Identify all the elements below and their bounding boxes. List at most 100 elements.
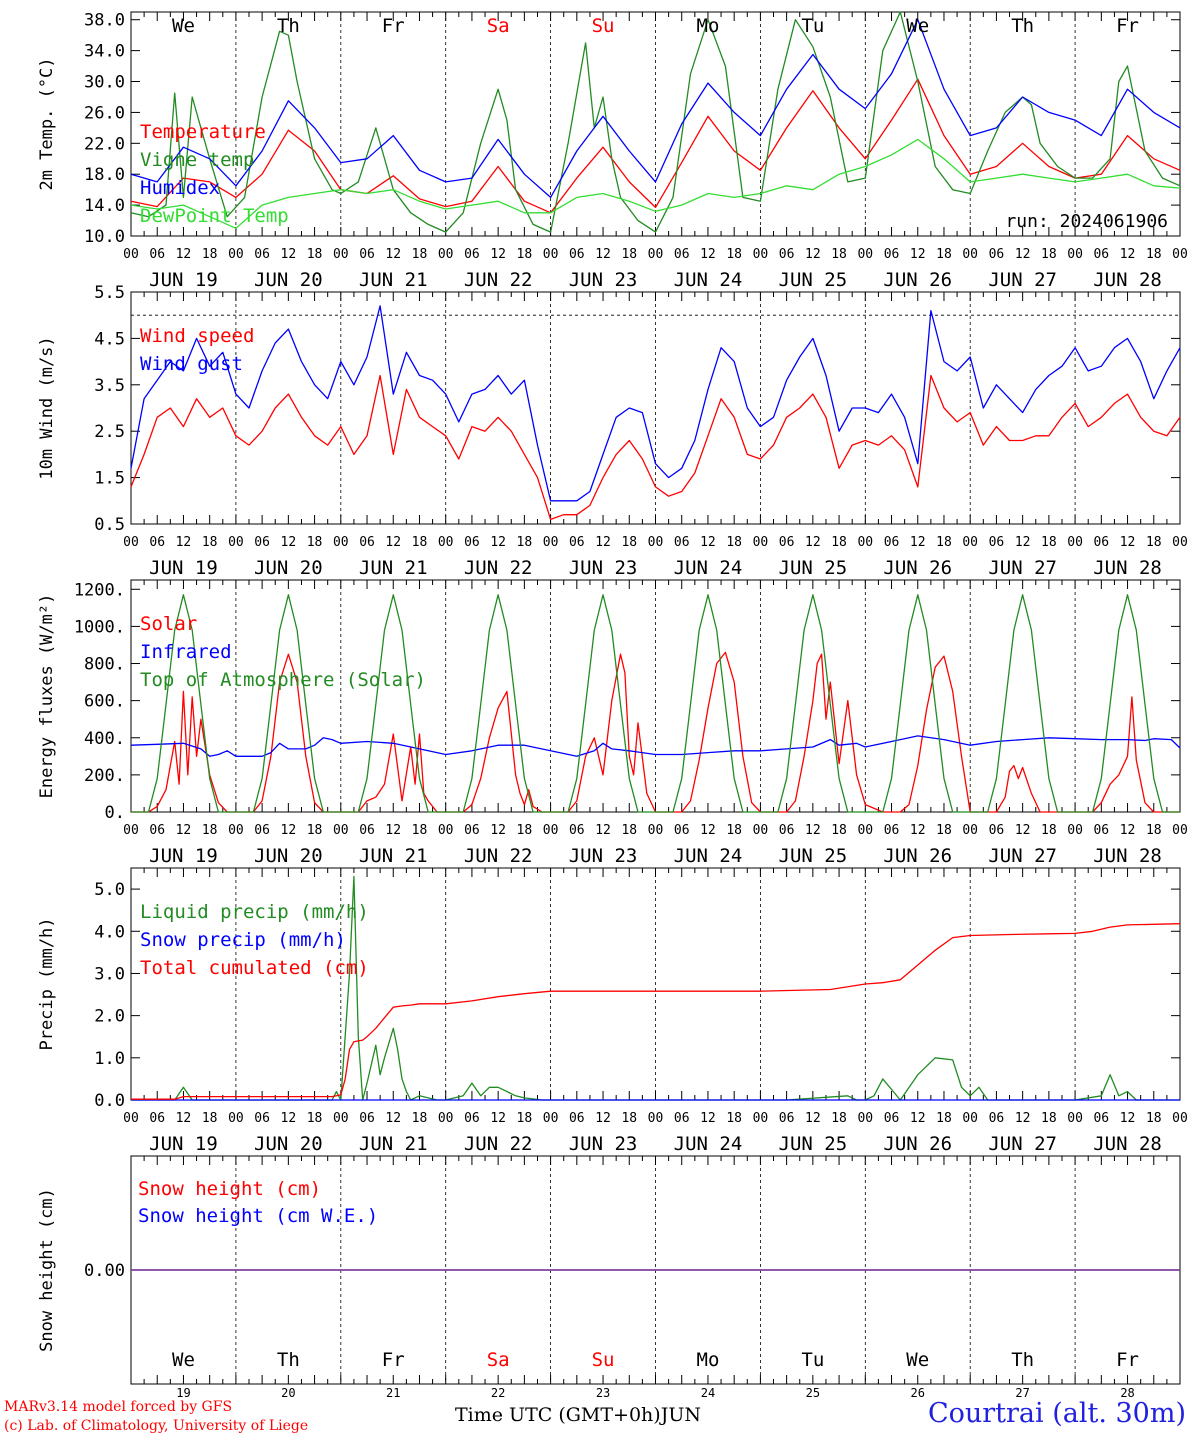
hour-tick-label: 00 [1172,1111,1188,1126]
panel-4: 0.0 1.0 2.0 3.0 4.0 5.0 Precip (mm/h) Liquid pr… [37,867,1188,1155]
hour-tick-label: 00 [228,823,244,838]
hour-tick-label: 12 [700,823,716,838]
hour-tick-label: 06 [779,535,795,550]
date-label: JUN 28 [1093,1133,1162,1155]
date-label: JUN 26 [883,845,952,867]
x-axis-title: Time UTC (GMT+0h)JUN [455,1404,701,1426]
hour-tick-label: 12 [490,535,506,550]
hour-tick-label: 06 [149,247,165,262]
hour-tick-label: 00 [753,1111,769,1126]
hour-tick-label: 00 [333,1111,349,1126]
legend-entry: Liquid precip (mm/h) [140,901,369,923]
hour-tick-label: 12 [1120,1111,1136,1126]
y-axis-label: 2m Temp. (°C) [37,57,57,190]
weekday-label: Fr [382,15,405,37]
hour-tick-label: 18 [831,535,847,550]
y-tick-label: 200. [84,766,125,786]
hour-tick-label: 06 [359,535,375,550]
legend-entry: DewPoint Temp [140,205,289,227]
weekday-label: Fr [1116,1349,1139,1371]
legend-entry: Total cumulated (cm) [140,957,369,979]
hour-tick-label: 06 [254,535,270,550]
y-tick-label: 400. [84,729,125,749]
hour-tick-label: 12 [595,247,611,262]
hour-tick-label: 00 [228,1111,244,1126]
hour-tick-label: 06 [464,247,480,262]
hour-tick-label: 12 [595,823,611,838]
day-number-label: 21 [386,1386,400,1398]
hour-tick-label: 06 [884,535,900,550]
weekday-label: Tu [801,15,824,37]
hour-tick-label: 12 [595,1111,611,1126]
hour-tick-label: 18 [1041,823,1057,838]
y-axis-label: Precip (mm/h) [37,917,57,1050]
hour-tick-label: 06 [569,535,585,550]
hour-tick-label: 00 [1067,823,1083,838]
hour-tick-label: 18 [621,247,637,262]
hour-tick-label: 00 [962,823,978,838]
series-line-2 [130,11,1181,233]
hour-tick-label: 06 [359,1111,375,1126]
weekday-label: We [906,15,929,37]
hour-tick-label: 12 [700,247,716,262]
hour-tick-label: 00 [333,823,349,838]
hour-tick-label: 06 [779,247,795,262]
day-number-label: 26 [911,1386,925,1398]
date-label: JUN 26 [883,557,952,579]
hour-tick-label: 06 [674,247,690,262]
series-line-2 [130,735,1181,757]
weekday-label: Th [1011,15,1034,37]
date-label: JUN 27 [988,269,1057,291]
series-line-1 [131,875,1180,1101]
date-label: JUN 25 [779,845,848,867]
hour-tick-label: 12 [385,247,401,262]
day-number-label: 25 [806,1386,820,1398]
hour-tick-label: 12 [910,535,926,550]
hour-tick-label: 18 [307,535,323,550]
hour-tick-label: 00 [543,247,559,262]
hour-tick-label: 00 [543,1111,559,1126]
date-label: JUN 21 [359,845,428,867]
hour-tick-label: 12 [176,535,192,550]
hour-tick-label: 18 [307,823,323,838]
hour-tick-label: 18 [936,1111,952,1126]
hour-tick-label: 06 [1093,247,1109,262]
y-tick-label: 600. [84,692,125,712]
hour-tick-label: 06 [359,823,375,838]
hour-tick-label: 12 [1015,823,1031,838]
series-line-3 [130,19,1181,199]
hour-tick-label: 18 [726,823,742,838]
hour-tick-label: 18 [621,1111,637,1126]
hour-tick-label: 06 [674,535,690,550]
weekday-label: Th [277,1349,300,1371]
weekday-label: Mo [697,1349,720,1371]
hour-tick-label: 06 [674,1111,690,1126]
weekday-label: Tu [801,1349,824,1371]
hour-tick-label: 18 [726,247,742,262]
hour-tick-label: 18 [726,535,742,550]
hour-tick-label: 06 [254,247,270,262]
y-tick-label: 34.0 [84,42,125,62]
hour-tick-label: 00 [1067,247,1083,262]
hour-tick-label: 00 [543,535,559,550]
y-tick-label: 1200. [74,580,125,600]
hour-tick-label: 06 [779,823,795,838]
hour-tick-label: 18 [412,535,428,550]
hour-tick-label: 00 [962,535,978,550]
hour-tick-label: 06 [464,823,480,838]
hour-tick-label: 12 [1015,1111,1031,1126]
hour-tick-label: 06 [569,823,585,838]
credit-line-2: (c) Lab. of Climatology, University of L… [4,1418,309,1434]
hour-tick-label: 12 [805,247,821,262]
hour-tick-label: 00 [123,1111,139,1126]
date-label: JUN 19 [149,557,218,579]
hour-tick-label: 18 [412,1111,428,1126]
day-number-label: 27 [1015,1386,1029,1398]
hour-tick-label: 06 [884,247,900,262]
weekday-label: Th [1011,1349,1034,1371]
hour-tick-label: 06 [779,1111,795,1126]
hour-tick-label: 12 [281,823,297,838]
legend-entry: Snow height (cm W.E.) [138,1205,378,1227]
hour-tick-label: 18 [1146,535,1162,550]
weekday-label: Fr [1116,15,1139,37]
